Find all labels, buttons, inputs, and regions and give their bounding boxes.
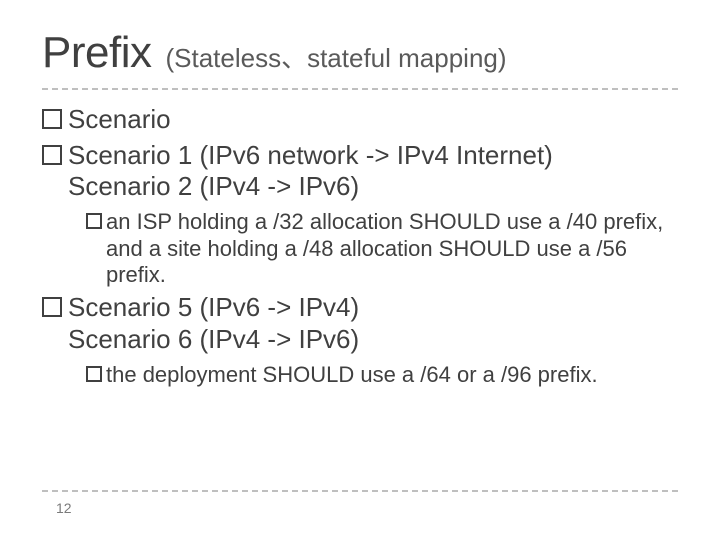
bullet-item: Scenario 1 (IPv6 network -> IPv4 Interne… [42,140,678,172]
sub-bullet-text: the deployment SHOULD use a /64 or a /96… [106,362,598,388]
title-main: Prefix [42,28,151,78]
bullet-text: Scenario 2 (IPv4 -> IPv6) [68,171,359,201]
square-bullet-icon [42,297,62,317]
sub-bullet-text: an ISP holding a /32 allocation SHOULD u… [106,209,678,288]
bullet-item: Scenario [42,104,678,136]
sub-bullet-item: an ISP holding a /32 allocation SHOULD u… [42,209,678,288]
bullet-continuation: Scenario 2 (IPv4 -> IPv6) [42,171,678,203]
bullet-continuation: Scenario 6 (IPv4 -> IPv6) [42,324,678,356]
bullet-text: Scenario 6 (IPv4 -> IPv6) [68,324,359,354]
page-number: 12 [56,500,72,516]
bullet-text: Scenario [68,104,171,136]
square-bullet-icon [86,366,102,382]
square-bullet-icon [42,145,62,165]
footer-divider [42,490,678,492]
sub-bullet-item: the deployment SHOULD use a /64 or a /96… [42,362,678,388]
title-row: Prefix (Stateless、stateful mapping) [42,28,678,78]
square-bullet-icon [86,213,102,229]
bullet-item: Scenario 5 (IPv6 -> IPv4) [42,292,678,324]
slide-body: Scenario Scenario 1 (IPv6 network -> IPv… [42,104,678,388]
title-subtitle: (Stateless、stateful mapping) [165,38,506,75]
bullet-text: Scenario 1 (IPv6 network -> IPv4 Interne… [68,140,553,172]
title-divider [42,88,678,90]
square-bullet-icon [42,109,62,129]
slide: Prefix (Stateless、stateful mapping) Scen… [0,0,720,540]
bullet-text: Scenario 5 (IPv6 -> IPv4) [68,292,359,324]
